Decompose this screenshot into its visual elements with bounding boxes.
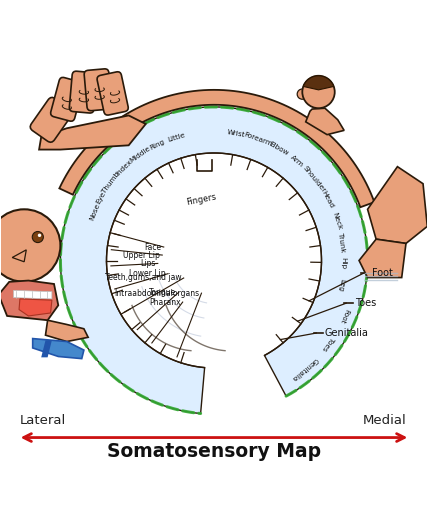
Text: Little: Little [166,132,186,143]
Text: Genitalia: Genitalia [325,328,369,338]
Circle shape [32,231,43,243]
Polygon shape [306,108,344,134]
FancyBboxPatch shape [51,78,83,121]
Text: Leg: Leg [336,278,345,292]
Polygon shape [45,320,88,342]
FancyBboxPatch shape [97,72,128,115]
Text: Wrist: Wrist [227,129,246,138]
FancyBboxPatch shape [84,69,112,110]
Circle shape [297,89,307,99]
Text: Foot: Foot [338,307,350,324]
Circle shape [38,233,41,237]
Text: Teeth,gums,and jaw: Teeth,gums,and jaw [105,274,181,282]
Text: Middle: Middle [128,145,152,164]
Text: Thumb: Thumb [101,171,121,195]
Polygon shape [41,340,52,357]
Circle shape [0,209,60,282]
Text: Toes: Toes [355,298,376,308]
Text: Neck: Neck [331,211,342,230]
Text: Upper Lip: Upper Lip [123,251,160,259]
Text: Forearm: Forearm [243,131,273,147]
Polygon shape [33,339,84,358]
Polygon shape [0,280,58,320]
Text: Face: Face [145,243,162,252]
Polygon shape [60,107,368,414]
Polygon shape [19,299,52,316]
Polygon shape [59,90,374,207]
Text: Somatosensory Map: Somatosensory Map [107,442,321,461]
Circle shape [302,76,335,108]
Text: Shoulder: Shoulder [302,165,327,194]
Text: Fingers: Fingers [185,193,217,207]
Text: Lateral: Lateral [20,414,66,427]
Polygon shape [12,250,26,262]
Text: Medial: Medial [363,414,407,427]
Text: Arm: Arm [289,155,305,169]
Text: Lips: Lips [140,259,156,268]
Text: Nose: Nose [88,203,101,222]
FancyBboxPatch shape [69,71,97,113]
Text: Elbow: Elbow [268,141,289,157]
Text: Trunk: Trunk [337,232,346,253]
Polygon shape [368,167,427,243]
Polygon shape [303,76,334,90]
Text: Lower Lip: Lower Lip [129,269,166,278]
Text: Foot: Foot [372,268,393,278]
Polygon shape [359,239,406,278]
Text: Ring: Ring [149,138,166,151]
Text: Tongue: Tongue [149,288,176,297]
Text: Head: Head [321,190,335,210]
Text: Toes: Toes [321,336,336,352]
Polygon shape [39,116,146,150]
FancyBboxPatch shape [30,97,72,142]
Text: Genitalia: Genitalia [291,356,319,381]
Text: Hip: Hip [340,257,346,269]
Text: Index: Index [115,158,134,177]
Text: Pharanx: Pharanx [149,297,181,306]
Polygon shape [60,107,368,414]
Text: Intraabdominalorgans: Intraabdominalorgans [114,289,199,297]
Polygon shape [14,290,52,299]
Text: Eye: Eye [95,191,107,205]
